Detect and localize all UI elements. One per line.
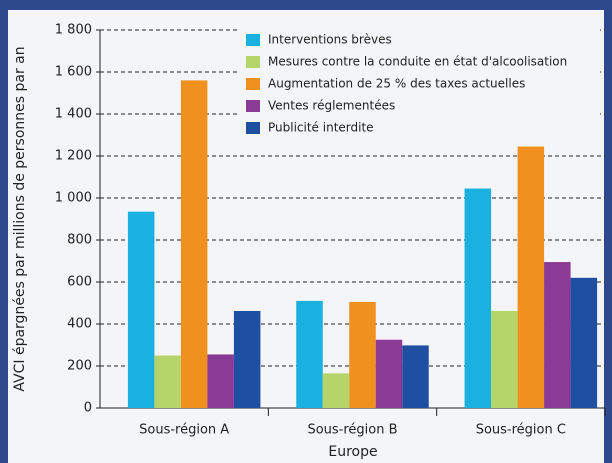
legend-label: Ventes réglementées <box>268 99 395 113</box>
bar <box>322 373 350 408</box>
bar <box>544 262 571 408</box>
y-tick-label: 1 200 <box>55 149 92 164</box>
y-tick-label: 800 <box>67 233 92 248</box>
y-tick-label: 600 <box>67 275 92 290</box>
legend-swatch <box>246 122 260 134</box>
legend-swatch <box>246 78 260 90</box>
bar <box>233 310 261 408</box>
bar <box>180 80 208 409</box>
x-axis-label: Europe <box>328 444 377 460</box>
y-axis-label: AVCI épargnées par millions de personnes… <box>12 46 28 391</box>
bar <box>349 301 376 408</box>
legend-swatch <box>246 100 260 112</box>
y-tick-label: 1 400 <box>55 107 92 122</box>
x-tick-label: Sous-région B <box>307 423 397 438</box>
bar <box>491 310 518 408</box>
bar <box>296 300 323 408</box>
legend-label: Augmentation de 25 % des taxes actuelles <box>268 77 525 91</box>
y-tick-label: 1 800 <box>55 23 92 38</box>
bar <box>375 339 403 408</box>
legend-swatch <box>246 56 260 68</box>
bar <box>127 211 155 408</box>
y-tick-label: 200 <box>67 359 92 374</box>
bar <box>464 188 492 408</box>
bar <box>570 277 598 408</box>
legend-swatch <box>246 34 260 46</box>
bar <box>517 146 545 409</box>
bar <box>154 355 181 408</box>
legend-label: Interventions brèves <box>268 33 392 47</box>
x-tick-label: Sous-région C <box>476 423 566 438</box>
y-tick-label: 1 000 <box>55 191 92 206</box>
legend-label: Publicité interdite <box>268 121 374 135</box>
bar <box>402 345 429 408</box>
legend-label: Mesures contre la conduite en état d'alc… <box>268 55 567 69</box>
y-tick-label: 1 600 <box>55 65 92 80</box>
x-tick-label: Sous-région A <box>139 423 229 438</box>
legend-box <box>238 28 600 142</box>
bar <box>207 354 234 408</box>
y-tick-label: 400 <box>67 317 92 332</box>
y-tick-label: 0 <box>84 401 92 416</box>
